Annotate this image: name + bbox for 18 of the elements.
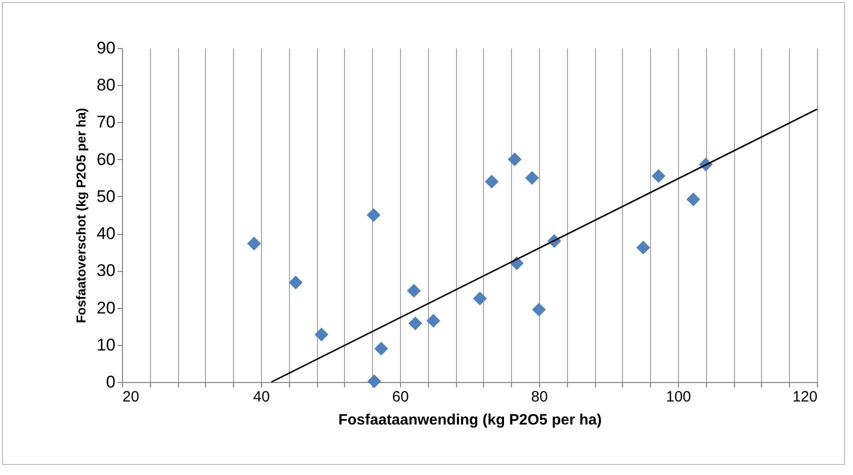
- y-tick-label: 70: [96, 112, 116, 132]
- y-tick-label: 50: [96, 186, 116, 206]
- x-tick-label: 120: [792, 388, 818, 406]
- x-axis-title: Fosfaataanwending (kg P2O5 per ha): [338, 412, 602, 428]
- y-tick-label: 20: [96, 298, 116, 318]
- y-tick-label: 90: [96, 38, 116, 58]
- x-tick-label: 60: [392, 388, 409, 406]
- y-tick-label: 60: [96, 150, 116, 169]
- y-tick-label: 40: [96, 224, 116, 244]
- x-tick-label: 80: [531, 388, 548, 406]
- y-tick-label: 10: [96, 335, 116, 354]
- y-axis-title: Fosfaatoverschot (kg P2O5 per ha): [74, 108, 89, 324]
- x-tick-label: 100: [666, 388, 692, 406]
- x-tick-label: 20: [122, 388, 140, 406]
- y-tick-label: 80: [96, 76, 116, 95]
- y-tick-label: 0: [106, 372, 116, 392]
- y-tick-label: 30: [96, 261, 116, 280]
- x-tick-label: 40: [253, 388, 270, 406]
